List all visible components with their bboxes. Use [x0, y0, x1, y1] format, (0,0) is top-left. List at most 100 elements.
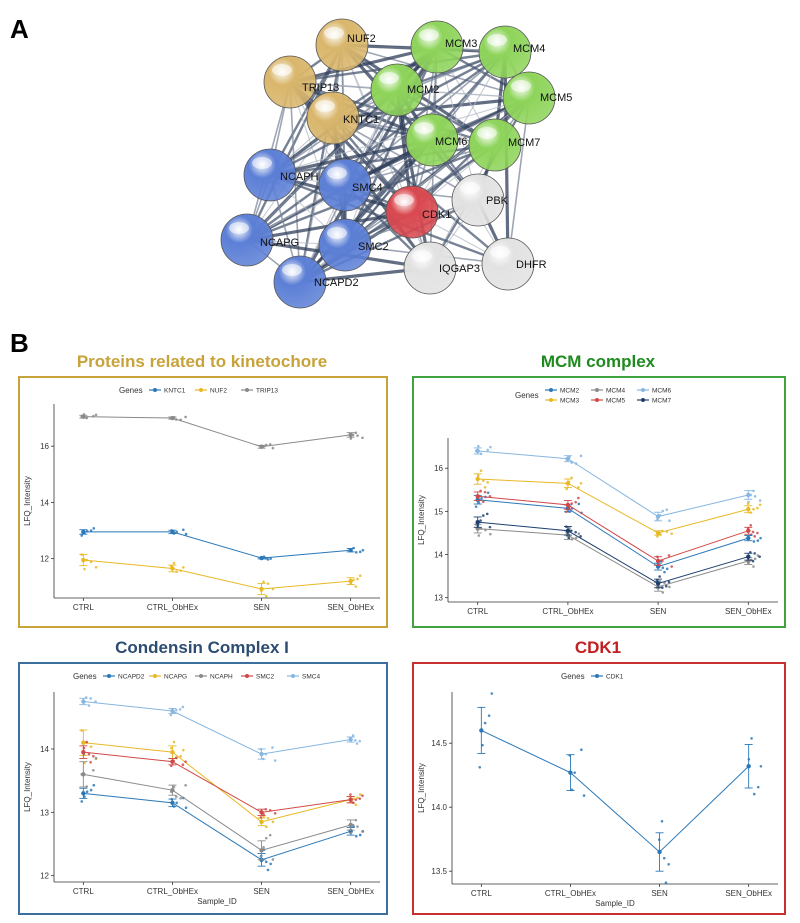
- replicate-point: [85, 790, 89, 794]
- network-edge: [395, 89, 432, 269]
- legend-swatch-point-trip13: [245, 388, 249, 392]
- replicate-point: [80, 729, 84, 732]
- legend: Genes KNTC1 NUF2 TRIP13: [119, 386, 278, 395]
- replicate-point: [178, 708, 182, 711]
- legend: Genes MCM2 MCM4 MCM6 MCM3 MCM5 MCM7: [515, 388, 672, 405]
- replicate-point: [172, 711, 175, 714]
- replicate-point: [479, 527, 483, 530]
- network-edge: [269, 138, 433, 177]
- replicate-point: [89, 529, 93, 532]
- replicate-point: [85, 416, 88, 420]
- replicate-point: [753, 495, 757, 498]
- replicate-point: [184, 784, 187, 787]
- x-tick-label: CTRL_ObHEx: [542, 607, 593, 616]
- replicate-point: [179, 418, 182, 422]
- mean-point-cdk1-sen-obhex: [746, 764, 751, 769]
- node-highlight: [327, 227, 347, 239]
- replicate-point: [175, 570, 178, 574]
- x-tick-label: CTRL: [467, 607, 488, 616]
- legend-label-cdk1: CDK1: [606, 674, 624, 681]
- replicate-point: [169, 417, 173, 420]
- replicate-point: [747, 535, 750, 539]
- series-nuf2: [79, 553, 362, 598]
- legend-label-kntc1: KNTC1: [164, 388, 186, 395]
- replicate-point: [479, 469, 483, 473]
- legend-label-mcm7: MCM7: [652, 398, 672, 405]
- replicate-point: [94, 413, 98, 417]
- legend-label-mcm2: MCM2: [560, 388, 580, 395]
- series-cdk1: [477, 692, 763, 885]
- replicate-point: [181, 763, 185, 767]
- replicate-point: [751, 530, 755, 534]
- chart-frame-mcm: [412, 376, 786, 628]
- replicate-point: [354, 803, 358, 807]
- replicate-point: [169, 790, 173, 794]
- replicate-point: [89, 697, 92, 700]
- replicate-point: [266, 558, 270, 561]
- replicate-point: [266, 582, 270, 585]
- replicate-point: [573, 771, 576, 774]
- replicate-point: [565, 487, 569, 491]
- replicate-point: [182, 748, 185, 752]
- replicate-point: [82, 413, 86, 416]
- replicate-point: [661, 559, 664, 563]
- replicate-point: [574, 536, 578, 540]
- replicate-point: [752, 565, 755, 568]
- panel-title-kinetochore: Proteins related to kinetochore: [76, 352, 328, 371]
- replicate-point: [477, 444, 480, 448]
- legend: Genes NCAPD2 NCAPG NCAPH SMC2 SMC4: [73, 672, 320, 681]
- mean-point-ncapd2-ctrl: [81, 791, 86, 796]
- replicate-point: [752, 540, 756, 543]
- node-highlight: [490, 246, 510, 258]
- network-node-nuf2[interactable]: [315, 18, 369, 72]
- series-ncapg: [79, 729, 362, 828]
- node-highlight: [394, 194, 414, 206]
- replicate-point: [92, 414, 95, 418]
- node-highlight: [487, 34, 507, 46]
- replicate-point: [658, 838, 661, 842]
- replicate-point: [85, 558, 88, 562]
- legend-label-trip13: TRIP13: [256, 388, 278, 395]
- replicate-point: [264, 594, 268, 598]
- node-highlight: [252, 157, 272, 169]
- replicate-point: [352, 578, 355, 582]
- mean-point-mcm6-sen-obhex: [746, 492, 751, 498]
- node-highlight: [229, 222, 249, 234]
- replicate-point: [80, 773, 84, 776]
- series-mcm3: [473, 469, 762, 538]
- replicate-point: [271, 820, 275, 824]
- chart-frame-kinetochore: [18, 376, 388, 628]
- legend-swatch-point-ncapd2: [107, 674, 111, 678]
- replicate-point: [486, 448, 489, 452]
- series-line-smc4: [83, 701, 351, 755]
- legend-title: Genes: [73, 672, 97, 681]
- legend-swatch-point-mcm2: [549, 388, 553, 392]
- replicate-point: [175, 801, 178, 805]
- replicate-point: [361, 548, 365, 552]
- replicate-point: [361, 794, 364, 797]
- network-node-label-dhfr: DHFR: [516, 259, 547, 271]
- network-edge: [507, 97, 530, 265]
- mean-point-smc2-ctrl: [81, 749, 86, 755]
- replicate-point: [82, 746, 86, 750]
- y-axis-label: LFQ_Intensity: [417, 495, 426, 545]
- replicate-point: [264, 825, 268, 828]
- replicate-point: [565, 525, 568, 528]
- legend-title: Genes: [561, 672, 585, 681]
- x-tick-label: SEN_ObHEx: [327, 603, 374, 612]
- x-tick-label: SEN: [253, 603, 270, 612]
- mean-point-mcm3-ctrl: [475, 476, 480, 482]
- series-line-mcm4: [477, 528, 749, 588]
- replicate-point: [264, 752, 268, 756]
- chart-cdk1: 13.5 14.0 14.5 CTRL CTRL_ObHEx SEN SEN_ObHEx LF…: [417, 672, 778, 908]
- replicate-point: [262, 580, 265, 584]
- mean-point-cdk1-ctrl: [479, 728, 484, 733]
- replicate-point: [358, 550, 362, 554]
- x-tick-label: SEN: [651, 889, 668, 898]
- series-kntc1: [79, 527, 365, 561]
- replicate-point: [351, 433, 355, 437]
- replicate-point: [89, 788, 93, 792]
- panel-title-mcm: MCM complex: [540, 352, 656, 371]
- series-line-nuf2: [83, 559, 351, 590]
- replicate-point: [174, 418, 178, 421]
